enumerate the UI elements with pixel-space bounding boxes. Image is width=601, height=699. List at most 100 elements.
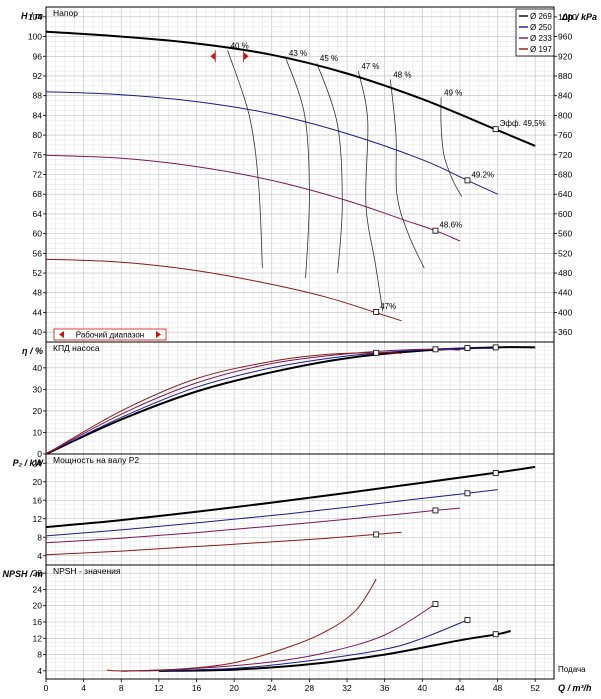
y-tick-label-efficiency: 30 [33, 384, 43, 394]
y-axis-title-npsh: NPSH / m [2, 569, 43, 579]
y-tick-label-head: 92 [33, 71, 43, 81]
y-tick-label-npsh: 20 [33, 601, 43, 611]
y-tick-label-power: 4 [37, 551, 42, 561]
y-tick-label-efficiency: 40 [33, 363, 43, 373]
operating-range-box-right-arrow [156, 331, 161, 338]
bep-marker-efficiency [373, 349, 380, 356]
y-tick-label-head: 76 [33, 150, 43, 160]
curve-layer [45, 8, 555, 672]
y-tick-label-npsh: 12 [33, 633, 43, 643]
y-tick-label-head: 40 [33, 327, 43, 337]
bep-marker-power [373, 531, 380, 538]
operating-range-box-left-arrow [59, 331, 64, 338]
bep-marker-power [432, 507, 439, 514]
x-axis-title: Q / m³/h [558, 683, 592, 693]
y-tick-label-head: 60 [33, 229, 43, 239]
curve-head-197 [45, 258, 402, 322]
y2-tick-label: 1000 [558, 12, 577, 22]
y-tick-label-head: 72 [33, 170, 43, 180]
y2-tick-label: 400 [558, 307, 572, 317]
bep-marker-npsh [432, 601, 439, 607]
panel-title-npsh: NPSH - значения [53, 566, 121, 576]
panel-title-head: Напор [53, 8, 78, 18]
y-tick-label-head: 48 [33, 288, 43, 298]
x-tick-label: 44 [455, 683, 465, 693]
y2-tick-label: 360 [558, 327, 572, 337]
bep-marker-head [373, 309, 380, 315]
x-tick-label: 52 [530, 683, 540, 693]
panel-title-power: Мощность на валу P2 [53, 455, 139, 465]
y2-tick-label: 920 [558, 51, 572, 61]
bep-marker-power [492, 470, 499, 476]
bep-label: 48.6% [439, 221, 462, 230]
bep-marker-efficiency [432, 346, 439, 353]
bep-marker-efficiency [464, 345, 471, 351]
y-tick-label-power: 20 [33, 477, 43, 487]
y-axis-title-efficiency: η / % [22, 346, 43, 356]
curve-efficiency-250 [45, 347, 498, 455]
y-tick-label-head: 44 [33, 307, 43, 317]
operating-range-box [53, 328, 167, 341]
operating-range-right-arrow [243, 52, 249, 61]
efficiency-isoline-48 [389, 79, 425, 269]
efficiency-isoline-label: 43 % [289, 49, 307, 58]
y-tick-label-head: 100 [28, 32, 42, 42]
y2-tick-label: 640 [558, 189, 572, 199]
y2-tick-label: 720 [558, 150, 572, 160]
y-tick-label-efficiency: 20 [33, 406, 43, 416]
bep-marker-head [492, 126, 499, 133]
y2-axis-title: Δp / kPa [561, 12, 597, 22]
legend-entry-197: Ø 197 [530, 45, 552, 54]
y-axis-title-power: P₂ / kW [13, 458, 45, 468]
y-tick-label-power: 12 [33, 514, 43, 524]
efficiency-isoline-label: 40 % [231, 41, 249, 50]
legend-entry-269: Ø 269 [530, 12, 552, 21]
x-tick-label: 48 [493, 683, 503, 693]
legend-box [515, 8, 555, 57]
y-tick-label-power: 8 [37, 532, 42, 542]
curve-head-233 [45, 154, 461, 242]
y-tick-label-efficiency: 0 [37, 449, 42, 459]
x-tick-label: 20 [229, 683, 239, 693]
curve-head-250 [45, 91, 498, 195]
y2-tick-label: 520 [558, 248, 572, 258]
x-tick-label: 12 [154, 683, 164, 693]
y-tick-label-power: 16 [33, 495, 43, 505]
curve-power-269 [45, 465, 536, 529]
y2-tick-label: 760 [558, 130, 572, 140]
x-axis-caption: Подача [558, 665, 586, 674]
operating-range-label: Рабочий диапазон [76, 331, 144, 340]
panel-title-efficiency: КПД насоса [53, 343, 100, 353]
efficiency-isoline-label: 45 % [320, 54, 338, 63]
x-tick-label: 28 [305, 683, 315, 693]
x-tick-label: 4 [81, 683, 86, 693]
legend-entry-250: Ø 250 [530, 23, 552, 32]
panel-frame-npsh [45, 564, 555, 680]
y-tick-label-head: 88 [33, 91, 43, 101]
y-axis-title-head: H / m [21, 11, 43, 21]
bep-label: 49.2% [471, 170, 494, 179]
bep-label: 47% [380, 302, 396, 311]
y2-tick-label: 880 [558, 71, 572, 81]
operating-range-left-arrow [210, 52, 216, 61]
efficiency-isoline-49 [440, 97, 463, 197]
bep-marker-head [432, 227, 439, 234]
x-tick-label: 24 [267, 683, 277, 693]
x-tick-label: 32 [342, 683, 352, 693]
curve-head-269 [45, 30, 536, 147]
y2-tick-label: 840 [558, 91, 572, 101]
y-tick-label-head: 68 [33, 189, 43, 199]
y-tick-label-npsh: 28 [33, 568, 43, 578]
y-tick-label-head: 52 [33, 268, 43, 278]
y-tick-label-head: 56 [33, 248, 43, 258]
efficiency-isoline-45 [316, 63, 343, 274]
curve-power-250 [45, 489, 498, 537]
curve-npsh-250 [140, 619, 468, 672]
y-tick-label-npsh: 4 [37, 666, 42, 676]
bep-label: Эфф. 49,5% [500, 119, 546, 128]
efficiency-isoline-47 [357, 70, 384, 312]
y2-tick-label: 960 [558, 32, 572, 42]
y-tick-label-npsh: 24 [33, 584, 43, 594]
y-tick-label-npsh: 16 [33, 617, 43, 627]
label-layer: 4044485256606468727680848892961001043604… [2, 8, 597, 693]
